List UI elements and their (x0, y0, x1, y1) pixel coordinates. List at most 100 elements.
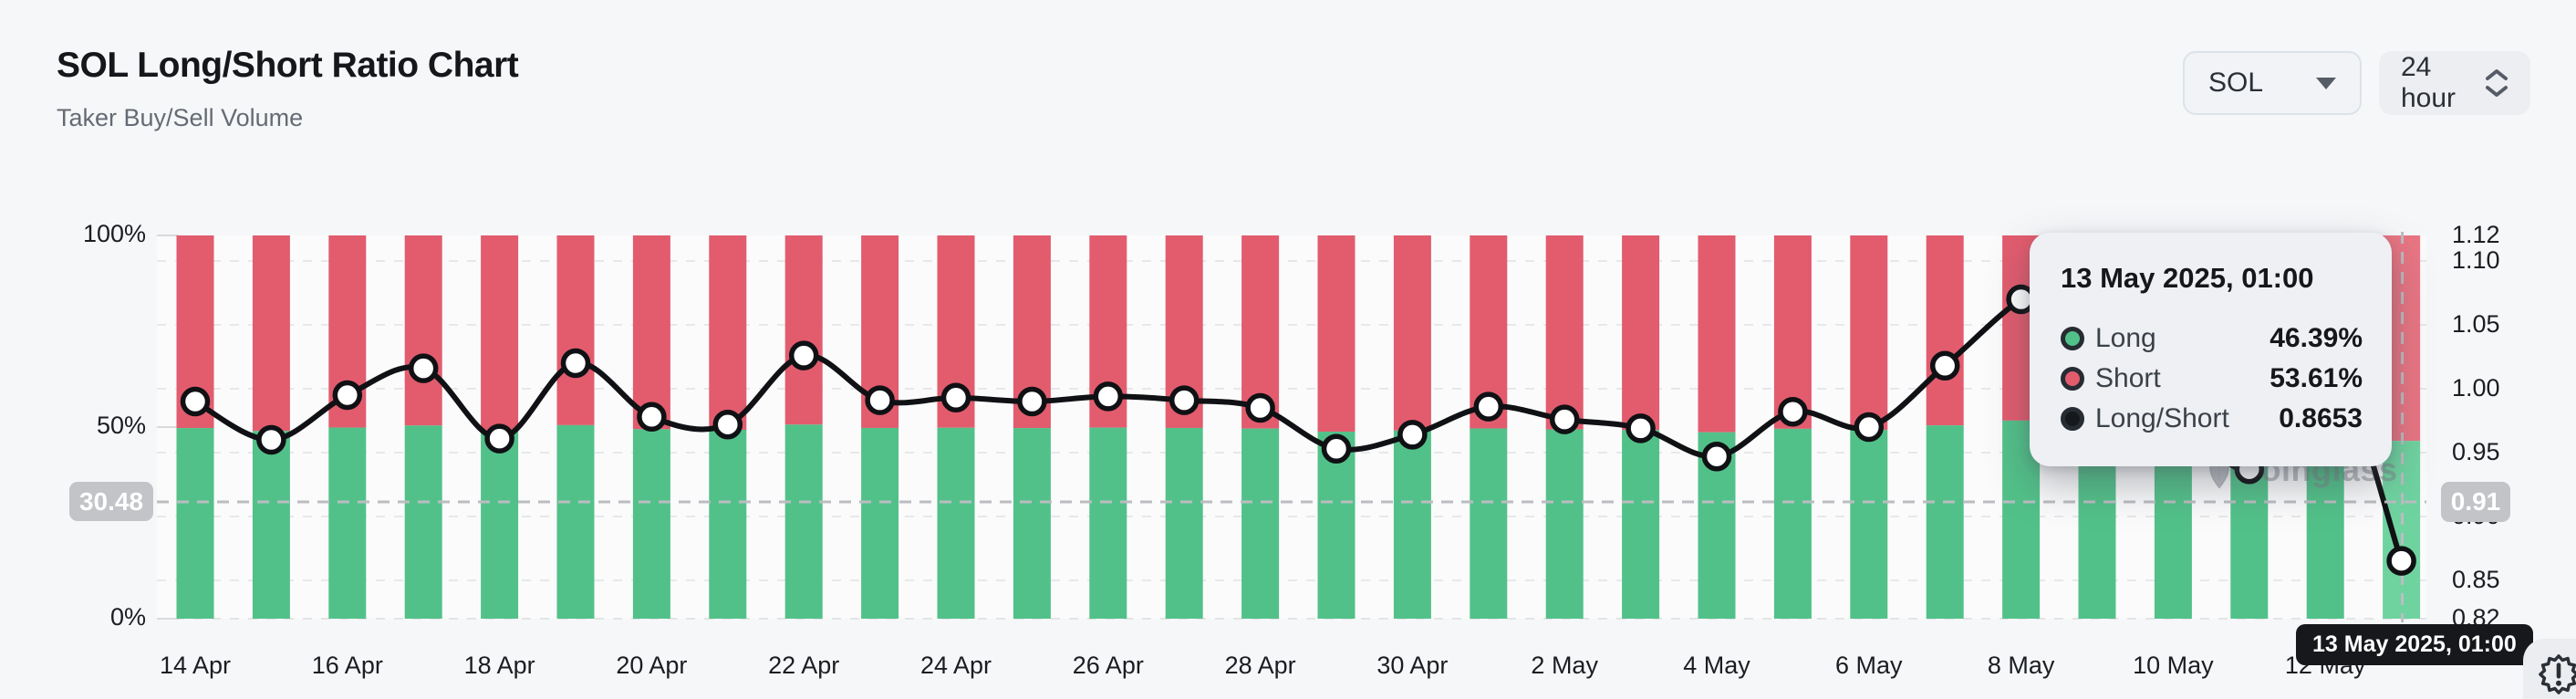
x-axis-tick-label: 14 Apr (159, 652, 232, 679)
ratio-dot[interactable] (1169, 385, 1200, 415)
short-bar-segment[interactable] (1393, 235, 1431, 431)
ratio-dot[interactable] (1929, 350, 1960, 381)
chart-header: SOL Long/Short Ratio Chart Taker Buy/Sel… (57, 46, 519, 132)
short-bar-segment[interactable] (404, 235, 442, 426)
long-bar-segment[interactable] (1926, 425, 1964, 619)
long-bar-segment[interactable] (404, 425, 442, 619)
long-bar-segment[interactable] (1241, 428, 1280, 619)
page-subtitle: Taker Buy/Sell Volume (57, 104, 304, 131)
tooltip-label: Long (2095, 323, 2156, 353)
ratio-dot[interactable] (1245, 392, 1275, 423)
right-axis-tick-label: 0.85 (2452, 566, 2500, 593)
x-axis-tick-label: 6 May (1835, 652, 1903, 679)
long-bar-segment[interactable] (1089, 427, 1127, 619)
ratio-dot[interactable] (788, 340, 819, 370)
ratio-dot[interactable] (1321, 433, 1352, 464)
x-axis-tick-label: 22 Apr (768, 652, 840, 679)
left-axis-tick-label: 50% (96, 412, 146, 439)
short-bar-segment[interactable] (1470, 235, 1508, 429)
ratio-dot[interactable] (180, 386, 211, 417)
long-bar-segment[interactable] (709, 429, 747, 619)
short-bar-segment[interactable] (784, 235, 823, 425)
long-bar-segment[interactable] (1013, 428, 1051, 619)
long-bar-segment[interactable] (328, 427, 367, 619)
ratio-dot[interactable] (1778, 396, 1808, 427)
ratio-dot[interactable] (2386, 546, 2416, 576)
short-bar-segment[interactable] (709, 235, 747, 430)
long-bar-segment[interactable] (1850, 430, 1888, 619)
ratio-dot[interactable] (408, 353, 439, 383)
long-bar-segment[interactable] (1545, 429, 1584, 619)
ratio-dot[interactable] (332, 380, 363, 411)
short-bar-segment[interactable] (1850, 235, 1888, 431)
ratio-dot[interactable] (712, 409, 743, 440)
right-axis-tick-label: 1.10 (2452, 246, 2500, 274)
short-bar-segment[interactable] (1241, 235, 1280, 429)
ratio-dot[interactable] (1397, 420, 1428, 450)
ratio-dot[interactable] (865, 385, 895, 415)
short-bar-segment[interactable] (1545, 235, 1584, 430)
long-bar-segment[interactable] (1470, 428, 1508, 619)
short-bar-segment[interactable] (1089, 235, 1127, 428)
alert-button[interactable] (2523, 639, 2576, 699)
x-axis-tick-label: 24 Apr (919, 652, 992, 679)
ratio-dot[interactable] (484, 423, 514, 454)
long-bar-segment[interactable] (481, 431, 519, 619)
right-axis-tick-label: 1.05 (2452, 310, 2500, 338)
long-bar-segment[interactable] (632, 429, 670, 619)
long-bar-segment[interactable] (556, 424, 595, 619)
short-bar-segment[interactable] (1317, 235, 1356, 433)
ratio-dot[interactable] (1093, 381, 1124, 412)
chevron-down-icon (2316, 77, 2336, 89)
short-bar-segment[interactable] (481, 235, 519, 432)
short-bar-segment[interactable] (861, 235, 899, 428)
short-bar-segment[interactable] (556, 235, 595, 425)
x-axis-tick-label: 18 Apr (463, 652, 535, 679)
symbol-select[interactable]: SOL (2183, 51, 2362, 115)
short-bar-segment[interactable] (1013, 235, 1051, 429)
long-bar-segment[interactable] (176, 428, 214, 619)
right-axis-tick-label: 0.95 (2452, 438, 2500, 465)
ratio-dot[interactable] (1854, 412, 1885, 443)
crosshair-left-badge: 30.48 (69, 482, 153, 521)
long-bar-segment[interactable] (1698, 432, 1736, 619)
updown-chevrons-icon (2485, 68, 2508, 98)
long-series-dot-icon (2061, 327, 2084, 350)
long-bar-segment[interactable] (1622, 430, 1660, 619)
tooltip-row-short: Short 53.61% (2061, 359, 2363, 399)
long-bar-segment[interactable] (1393, 430, 1431, 619)
short-bar-segment[interactable] (1165, 235, 1203, 428)
short-bar-segment[interactable] (328, 235, 367, 428)
interval-select[interactable]: 24 hour (2379, 51, 2530, 115)
short-bar-segment[interactable] (1698, 235, 1736, 433)
short-bar-segment[interactable] (1622, 235, 1660, 431)
short-bar-segment[interactable] (937, 235, 975, 428)
page-title: SOL Long/Short Ratio Chart (57, 46, 519, 85)
ratio-dot[interactable] (560, 348, 591, 379)
short-bar-segment[interactable] (1926, 235, 1964, 426)
tooltip-label: Short (2095, 363, 2161, 393)
ratio-dot[interactable] (1549, 404, 1580, 434)
ratio-dot[interactable] (1701, 441, 1732, 472)
short-bar-segment[interactable] (176, 235, 214, 429)
long-bar-segment[interactable] (784, 424, 823, 619)
long-bar-segment[interactable] (1317, 432, 1356, 619)
tooltip-value: 53.61% (2270, 363, 2363, 393)
ratio-dot[interactable] (637, 402, 667, 433)
long-bar-segment[interactable] (861, 427, 899, 619)
ratio-dot[interactable] (1017, 386, 1047, 417)
long-bar-segment[interactable] (937, 427, 975, 619)
short-bar-segment[interactable] (1773, 235, 1812, 429)
x-axis-tick-label: 30 Apr (1376, 652, 1449, 679)
ratio-dot[interactable] (1473, 391, 1504, 422)
tooltip-row-ratio: Long/Short 0.8653 (2061, 399, 2363, 439)
ratio-dot[interactable] (1626, 413, 1656, 443)
ratio-dot[interactable] (256, 424, 286, 455)
long-bar-segment[interactable] (1165, 427, 1203, 619)
ratio-dot[interactable] (940, 382, 971, 413)
short-bar-segment[interactable] (632, 235, 670, 430)
long-bar-segment[interactable] (1773, 428, 1812, 619)
short-bar-segment[interactable] (252, 235, 290, 432)
long-bar-segment[interactable] (252, 431, 290, 619)
